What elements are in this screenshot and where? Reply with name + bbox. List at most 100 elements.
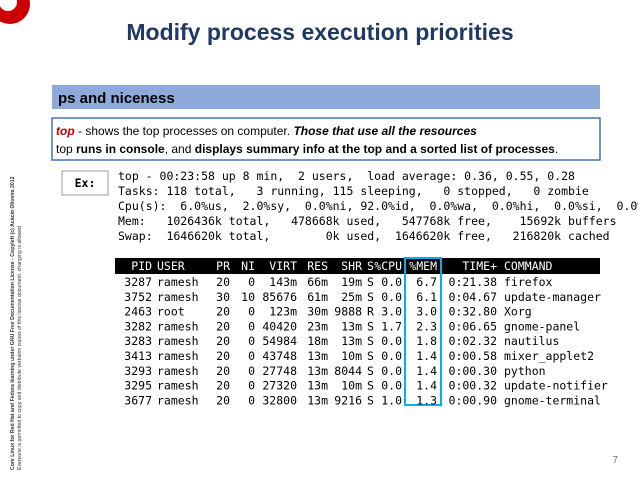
cell: 0:32.80 (449, 305, 498, 319)
description-line: top runs in console, and displays summar… (56, 142, 558, 156)
summary-line: top - 00:23:58 up 8 min, 2 users, load a… (118, 169, 575, 183)
column-header: %MEM (409, 259, 437, 273)
cell: S (367, 379, 374, 393)
cell: 30 (216, 290, 230, 304)
cell: python (504, 364, 546, 378)
cell: 3293 (124, 364, 152, 378)
page-number: 7 (612, 455, 618, 466)
column-header: VIRT (269, 259, 297, 273)
summary-line: Swap: 1646620k total, 0k used, 1646620k … (118, 229, 610, 243)
cell: 19m (341, 275, 362, 289)
cell: 3283 (124, 334, 152, 348)
cell: S (367, 393, 374, 407)
cell: 0.0 (381, 290, 402, 304)
cell: 61m (307, 290, 328, 304)
emphasis: Those that use all the resources (293, 124, 477, 138)
cell: 43748 (262, 349, 297, 363)
side-note: Core Linux for Red Hat and Fedora learni… (10, 176, 23, 470)
cell: 8044 (334, 364, 362, 378)
cell: nautilus (504, 334, 559, 348)
cell: S (367, 349, 374, 363)
emphasis: displays summary info at the top and a s… (195, 142, 555, 156)
cell: 3.0 (381, 305, 402, 319)
cell: 85676 (262, 290, 297, 304)
cell: 13m (341, 319, 362, 333)
cell: 25m (341, 290, 362, 304)
cell: ramesh (157, 319, 199, 333)
cell: 10m (341, 379, 362, 393)
title: Modify process execution priorities (126, 19, 513, 45)
cell: 143m (269, 275, 297, 289)
cell: firefox (504, 275, 553, 289)
keyword: top (56, 124, 75, 138)
cell: 23m (307, 319, 328, 333)
cell: S (367, 334, 374, 348)
cell: 20 (216, 305, 230, 319)
cell: 0:02.32 (449, 334, 497, 348)
cell: 0 (248, 275, 255, 289)
cell: 3677 (124, 393, 152, 407)
cell: 13m (341, 334, 362, 348)
cell: 3.0 (416, 305, 437, 319)
column-header: NI (241, 259, 255, 273)
cell: 20 (216, 379, 230, 393)
cell: 0:06.65 (449, 319, 497, 333)
cell: 13m (307, 379, 328, 393)
section-title: ps and niceness (58, 90, 175, 107)
cell: 123m (269, 305, 297, 319)
cell: 18m (307, 334, 328, 348)
cell: 0 (248, 364, 255, 378)
cell: 20 (216, 334, 230, 348)
cell: 0.0 (381, 349, 402, 363)
cell: 20 (216, 319, 230, 333)
summary-line: Mem: 1026436k total, 478668k used, 54776… (118, 214, 617, 228)
cell: 30m (307, 305, 328, 319)
summary-line: Cpu(s): 6.0%us, 2.0%sy, 0.0%ni, 92.0%id,… (118, 199, 638, 213)
column-header: TIME+ (462, 259, 497, 273)
cell: ramesh (157, 349, 199, 363)
column-header: %CPU (374, 259, 402, 273)
cell: 54984 (262, 334, 297, 348)
cell: gnome-panel (504, 319, 580, 333)
cell: 0 (248, 379, 255, 393)
cell: 6.1 (416, 290, 437, 304)
cell: update-notifier (504, 379, 608, 393)
cell: 0 (248, 305, 255, 319)
cell: S (367, 319, 374, 333)
text: . (555, 142, 558, 156)
column-header: USER (157, 259, 185, 273)
cell: 0.0 (381, 334, 402, 348)
cell: 0 (248, 319, 255, 333)
side-note-line: Everyone is permitted to copy and distri… (17, 226, 23, 470)
cell: 0:00.58 (449, 349, 498, 363)
cell: 20 (216, 349, 230, 363)
cell: ramesh (157, 290, 199, 304)
cell: 1.0 (381, 393, 402, 407)
cell: 0 (248, 334, 255, 348)
cell: 3282 (124, 319, 152, 333)
cell: 0:00.30 (449, 364, 498, 378)
cell: 0.0 (381, 364, 402, 378)
cell: 0:00.32 (449, 379, 497, 393)
table-header-bg (115, 258, 600, 274)
cell: 1.4 (416, 379, 437, 393)
cell: S (367, 290, 374, 304)
cell: 20 (216, 364, 230, 378)
cell: 27748 (262, 364, 297, 378)
example-box (61, 170, 109, 196)
column-header: PID (131, 259, 152, 273)
cell: 27320 (262, 379, 297, 393)
cell: ramesh (157, 334, 199, 348)
column-header: SHR (341, 259, 362, 273)
column-header: COMMAND (504, 259, 553, 273)
cell: 1.4 (416, 364, 437, 378)
cell: S (367, 364, 374, 378)
cell: update-manager (504, 290, 601, 304)
cell: 13m (307, 364, 328, 378)
terminal: top - 00:23:58 up 8 min, 2 users, load a… (118, 169, 638, 407)
cell: 13m (307, 349, 328, 363)
cell: 0 (248, 393, 255, 407)
cell: 66m (307, 275, 328, 289)
cell: 3287 (124, 275, 152, 289)
cell: 10 (241, 290, 255, 304)
